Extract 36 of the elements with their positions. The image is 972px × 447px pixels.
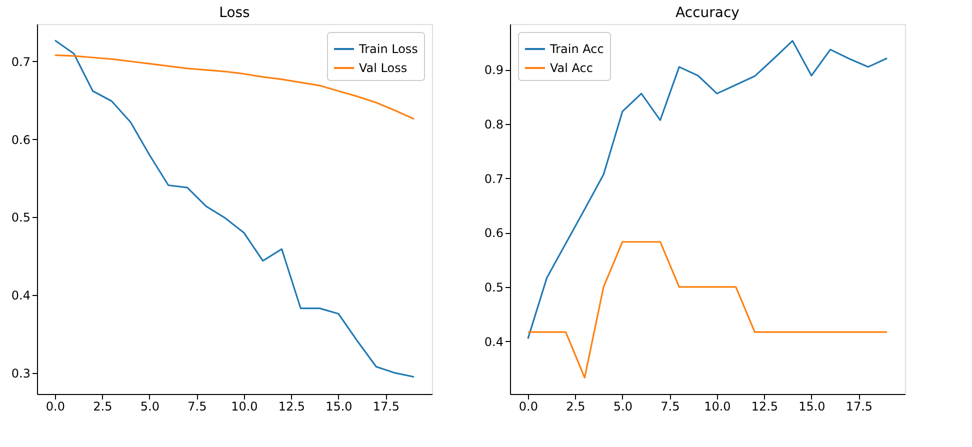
y-tick-label: 0.4 <box>11 288 30 303</box>
x-tick-label: 10.0 <box>704 400 731 414</box>
y-tick-label: 0.5 <box>484 280 504 294</box>
legend-label: Train Acc <box>549 42 604 56</box>
y-tick-label: 0.8 <box>484 117 504 132</box>
x-tick-label: 5.0 <box>140 400 160 414</box>
x-tick-label: 2.5 <box>566 400 586 414</box>
x-tick-label: 2.5 <box>93 400 112 414</box>
y-tick-label: 0.3 <box>11 366 30 380</box>
y-tick-label: 0.4 <box>484 334 504 349</box>
x-tick-label: 0.0 <box>46 400 65 414</box>
legend-label: Train Loss <box>358 42 418 56</box>
y-tick-label: 0.7 <box>484 172 504 186</box>
y-tick-label: 0.6 <box>11 132 30 147</box>
legend-label: Val Loss <box>359 61 408 75</box>
x-tick-label: 7.5 <box>660 400 680 414</box>
line-series <box>527 241 888 378</box>
x-tick-label: 0.0 <box>518 400 538 414</box>
x-tick-label: 7.5 <box>188 400 207 414</box>
chart-title: Accuracy <box>676 5 740 21</box>
x-tick-label: 12.5 <box>751 400 778 414</box>
y-tick-label: 0.6 <box>484 226 504 240</box>
legend-label: Val Acc <box>550 61 593 75</box>
line-series <box>527 40 888 340</box>
y-tick-label: 0.9 <box>484 63 504 78</box>
x-tick-label: 5.0 <box>613 400 632 414</box>
y-tick-label: 0.5 <box>11 210 30 225</box>
chart-title: Loss <box>219 5 250 21</box>
line-series <box>54 54 415 120</box>
x-tick-label: 15.0 <box>326 400 352 414</box>
y-tick-label: 0.7 <box>11 54 30 69</box>
x-tick-label: 17.5 <box>372 400 400 414</box>
x-tick-label: 17.5 <box>846 400 873 414</box>
x-tick-label: 15.0 <box>798 400 826 414</box>
x-tick-label: 12.5 <box>278 400 306 414</box>
x-tick-label: 10.0 <box>231 400 258 414</box>
